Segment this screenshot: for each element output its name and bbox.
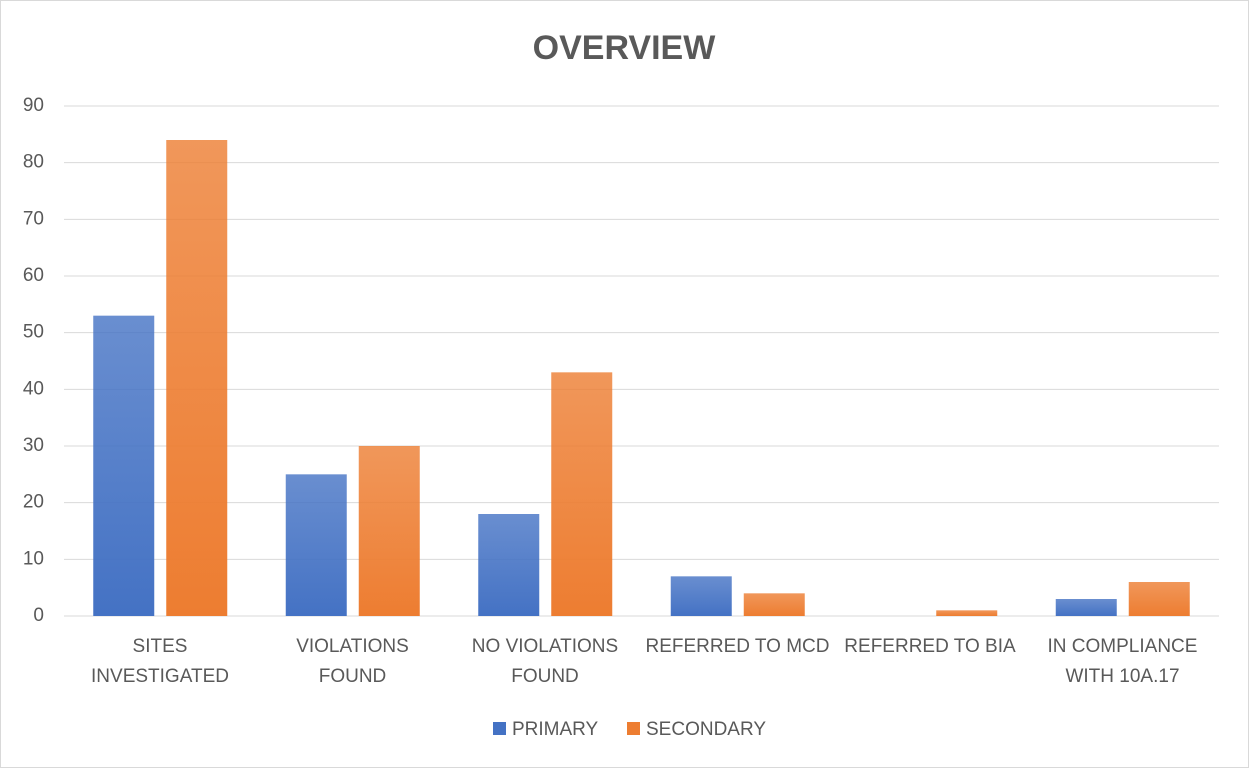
bar (551, 372, 613, 616)
x-tick-label: REFERRED TO BIA (844, 636, 1016, 657)
x-tick-label: SITES INVESTIGATED (91, 636, 229, 687)
y-tick-label: 40 (23, 378, 44, 399)
y-tick-label: 80 (23, 152, 44, 173)
legend-swatch (627, 722, 640, 735)
y-tick-label: 30 (23, 435, 44, 456)
x-tick-label: REFERRED TO MCD (645, 636, 830, 657)
bar (670, 576, 732, 616)
bar (1128, 582, 1190, 616)
legend-label: SECONDARY (646, 719, 766, 740)
bar (166, 140, 228, 616)
y-tick-label: 10 (23, 548, 44, 569)
y-tick-label: 70 (23, 208, 44, 229)
legend-label: PRIMARY (512, 719, 599, 740)
y-tick-label: 90 (23, 95, 44, 116)
y-tick-label: 20 (23, 492, 44, 513)
bar (285, 474, 347, 616)
y-tick-label: 0 (33, 605, 44, 626)
bar (936, 610, 998, 616)
bar (358, 446, 420, 616)
legend-swatch (493, 722, 506, 735)
y-tick-label: 60 (23, 265, 44, 286)
bar (93, 315, 155, 616)
x-tick-label: IN COMPLIANCE WITH 10A.17 (1047, 636, 1198, 687)
bar (743, 593, 805, 616)
x-tick-label: NO VIOLATIONS FOUND (471, 636, 619, 687)
x-tick-label: VIOLATIONS FOUND (296, 636, 409, 687)
chart-title: OVERVIEW (533, 29, 717, 67)
bar (1055, 599, 1117, 616)
y-tick-label: 50 (23, 322, 44, 343)
bar (478, 514, 540, 616)
